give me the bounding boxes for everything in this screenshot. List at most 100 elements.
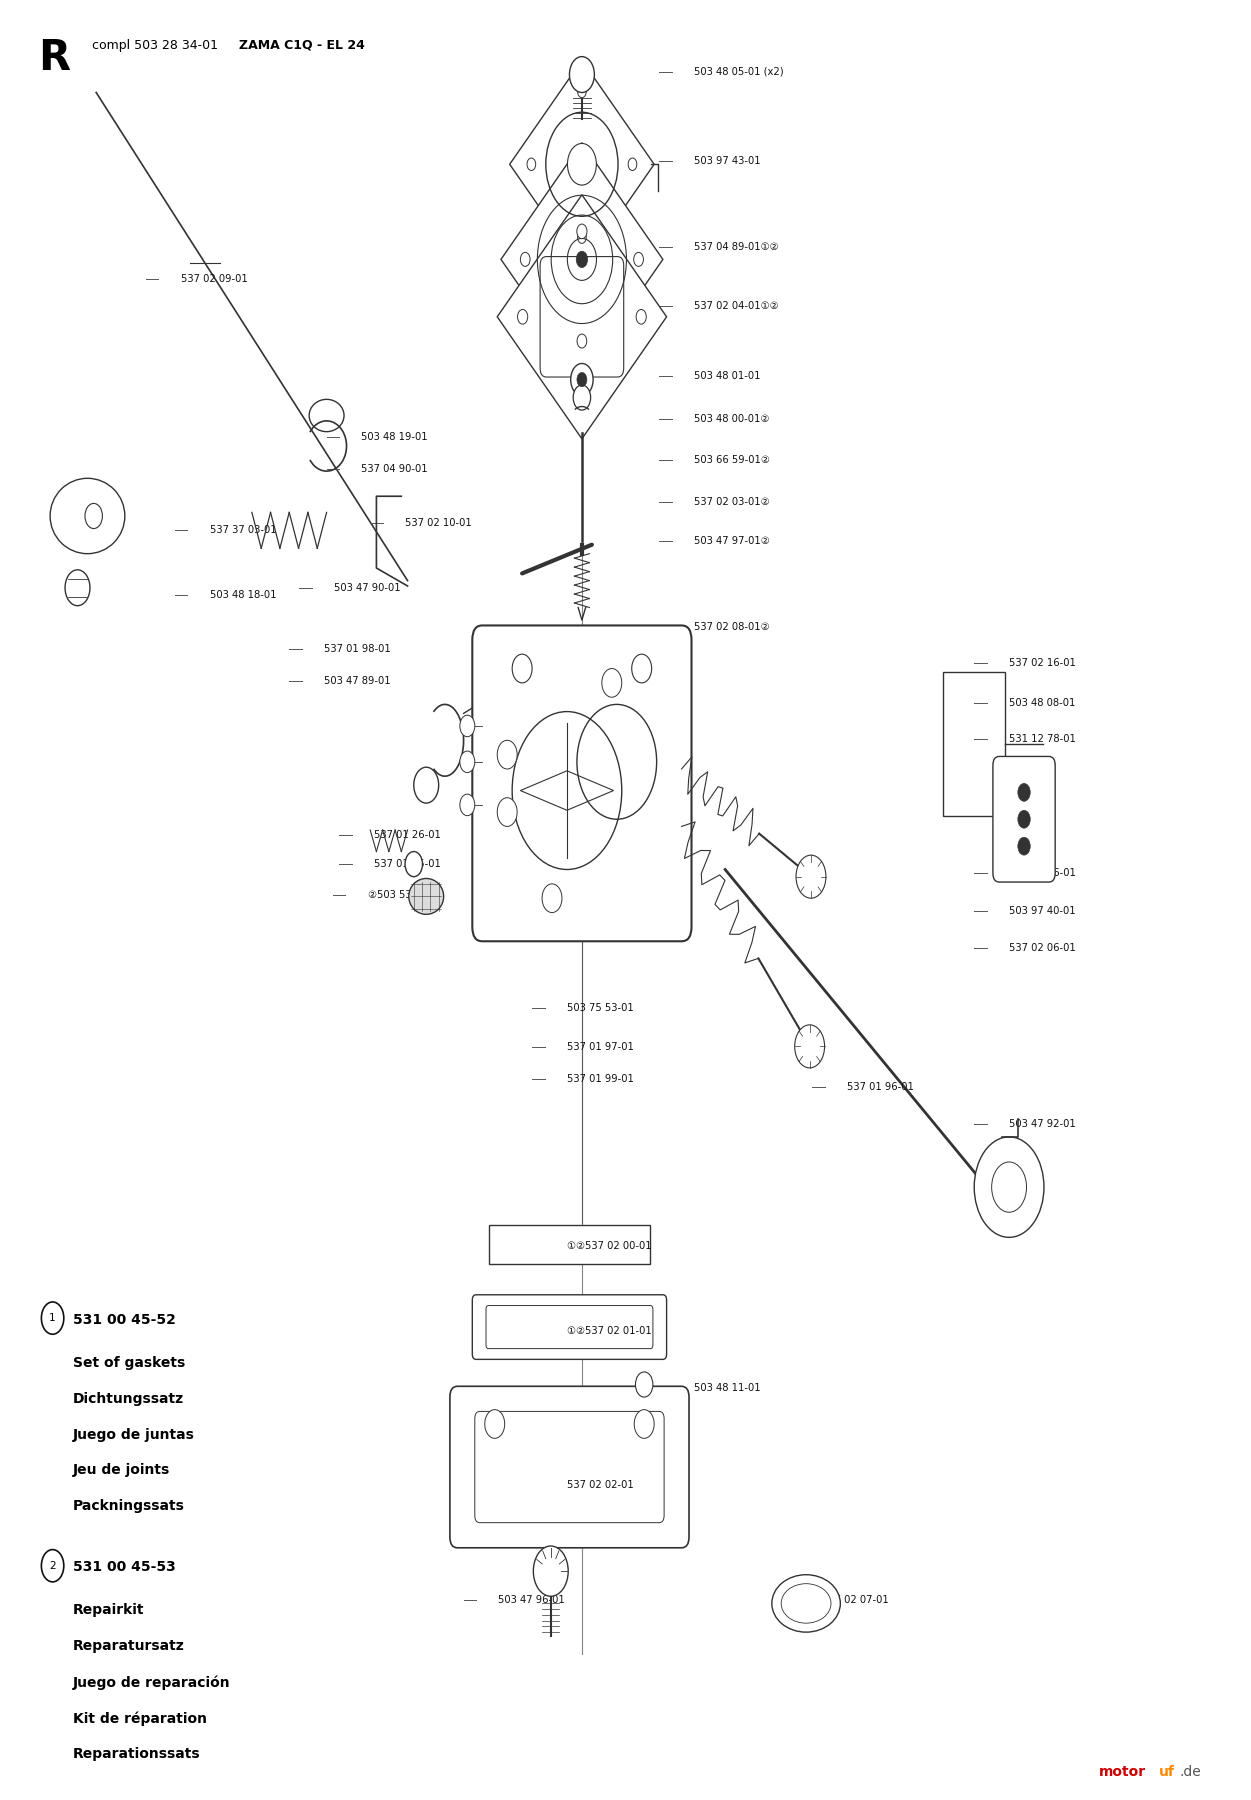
Polygon shape [500, 142, 663, 376]
Polygon shape [509, 59, 654, 268]
Text: Reparationssats: Reparationssats [73, 1748, 200, 1760]
Text: ZAMA C1Q - EL 24: ZAMA C1Q - EL 24 [239, 38, 365, 52]
Ellipse shape [409, 878, 444, 914]
Text: .de: .de [1180, 1766, 1201, 1778]
Text: Packningssats: Packningssats [73, 1499, 184, 1514]
Text: 503 47 90-01: 503 47 90-01 [334, 583, 400, 592]
Text: 537 02 04-01①②: 537 02 04-01①② [694, 301, 778, 311]
Circle shape [460, 751, 475, 772]
Circle shape [460, 715, 475, 736]
Circle shape [636, 1372, 653, 1397]
Text: 503 97 43-01: 503 97 43-01 [694, 155, 761, 166]
Circle shape [512, 653, 532, 682]
Text: 537 01 97-01: 537 01 97-01 [567, 1042, 634, 1053]
FancyBboxPatch shape [473, 625, 692, 941]
Text: 503 48 18-01: 503 48 18-01 [209, 590, 276, 599]
Text: compl 503 28 34-01: compl 503 28 34-01 [93, 38, 223, 52]
Circle shape [577, 252, 588, 268]
Circle shape [578, 85, 587, 97]
Circle shape [577, 335, 587, 347]
Text: 503 97 40-01: 503 97 40-01 [1010, 905, 1076, 916]
Text: 503 47 89-01: 503 47 89-01 [324, 677, 390, 686]
Text: 503 66 59-01②: 503 66 59-01② [694, 455, 769, 466]
Text: 531 00 45-53: 531 00 45-53 [73, 1561, 175, 1575]
Circle shape [568, 144, 597, 185]
Text: 503 48 00-01②: 503 48 00-01② [694, 414, 769, 425]
Text: Juego de juntas: Juego de juntas [73, 1427, 194, 1442]
Text: 531 00 45-52: 531 00 45-52 [73, 1312, 175, 1327]
Ellipse shape [309, 400, 344, 432]
Circle shape [634, 252, 643, 266]
Text: 503 48 05-01 (x2): 503 48 05-01 (x2) [694, 67, 783, 77]
Text: 1: 1 [49, 1314, 56, 1323]
Text: 537 02 09-01: 537 02 09-01 [181, 274, 248, 284]
Text: 537 04 90-01: 537 04 90-01 [362, 464, 428, 475]
Text: 537 02 16-01: 537 02 16-01 [1010, 868, 1076, 878]
Circle shape [520, 252, 530, 266]
Text: 503 48 19-01: 503 48 19-01 [362, 432, 428, 443]
Text: Set of gaskets: Set of gaskets [73, 1355, 185, 1370]
Text: ①②537 02 00-01: ①②537 02 00-01 [567, 1242, 652, 1251]
Circle shape [975, 1138, 1045, 1237]
Text: 503 47 97-01②: 503 47 97-01② [694, 536, 769, 545]
Text: 537 02 06-01: 537 02 06-01 [1010, 943, 1076, 954]
Text: Jeu de joints: Jeu de joints [73, 1463, 170, 1478]
Text: 537 01 99-01: 537 01 99-01 [567, 1075, 634, 1084]
Text: 537 02 16-01: 537 02 16-01 [1010, 659, 1076, 668]
FancyBboxPatch shape [488, 1224, 651, 1264]
Circle shape [632, 653, 652, 682]
Circle shape [573, 385, 590, 410]
Text: 537 02 02-01: 537 02 02-01 [567, 1480, 634, 1490]
Text: 2: 2 [49, 1561, 56, 1571]
Text: 537 01 98-01: 537 01 98-01 [324, 644, 390, 653]
Ellipse shape [772, 1575, 841, 1633]
Text: R: R [38, 36, 70, 79]
Text: 503 48 08-01: 503 48 08-01 [1010, 698, 1076, 707]
Text: uf: uf [1158, 1766, 1175, 1778]
Circle shape [578, 230, 587, 243]
Circle shape [577, 394, 587, 410]
Circle shape [569, 56, 594, 92]
Text: ①②537 02 01-01: ①②537 02 01-01 [567, 1325, 652, 1336]
Circle shape [628, 158, 637, 171]
Text: Reparatursatz: Reparatursatz [73, 1640, 184, 1654]
Circle shape [577, 171, 587, 185]
Circle shape [1018, 783, 1031, 801]
Text: 503 75 53-01: 503 75 53-01 [567, 1003, 634, 1013]
Circle shape [570, 364, 593, 396]
Circle shape [405, 851, 423, 877]
Text: ②503 53 57-01: ②503 53 57-01 [368, 889, 443, 900]
Circle shape [65, 571, 90, 607]
Circle shape [414, 767, 439, 803]
Circle shape [527, 158, 535, 171]
Text: Dichtungssatz: Dichtungssatz [73, 1391, 184, 1406]
Circle shape [497, 740, 517, 769]
Ellipse shape [50, 479, 125, 554]
FancyBboxPatch shape [450, 1386, 689, 1548]
Circle shape [518, 310, 528, 324]
Text: 537 02 08-01②: 537 02 08-01② [694, 623, 769, 632]
Text: Repairkit: Repairkit [73, 1604, 144, 1618]
Circle shape [794, 1024, 824, 1067]
Circle shape [636, 310, 647, 324]
Text: 537 02 07-01: 537 02 07-01 [822, 1595, 889, 1606]
Text: 503 48 01-01: 503 48 01-01 [694, 371, 761, 382]
Circle shape [577, 373, 587, 387]
Circle shape [85, 504, 103, 529]
Circle shape [1018, 810, 1031, 828]
Text: Juego de reparación: Juego de reparación [73, 1676, 230, 1690]
Circle shape [460, 794, 475, 815]
Text: 537 02 03-01②: 537 02 03-01② [694, 497, 769, 506]
Circle shape [497, 797, 517, 826]
Text: 531 12 78-01: 531 12 78-01 [1010, 734, 1076, 743]
Text: 537 04 89-01①②: 537 04 89-01①② [694, 241, 778, 252]
Circle shape [533, 1546, 568, 1597]
Text: motor: motor [1098, 1766, 1146, 1778]
Text: 503 47 92-01: 503 47 92-01 [1010, 1120, 1076, 1129]
Circle shape [485, 1409, 504, 1438]
Polygon shape [497, 194, 667, 439]
Text: Kit de réparation: Kit de réparation [73, 1712, 206, 1726]
Text: 503 48 11-01: 503 48 11-01 [694, 1382, 761, 1393]
Circle shape [634, 1409, 654, 1438]
Text: 537 01 26-01: 537 01 26-01 [374, 830, 440, 841]
